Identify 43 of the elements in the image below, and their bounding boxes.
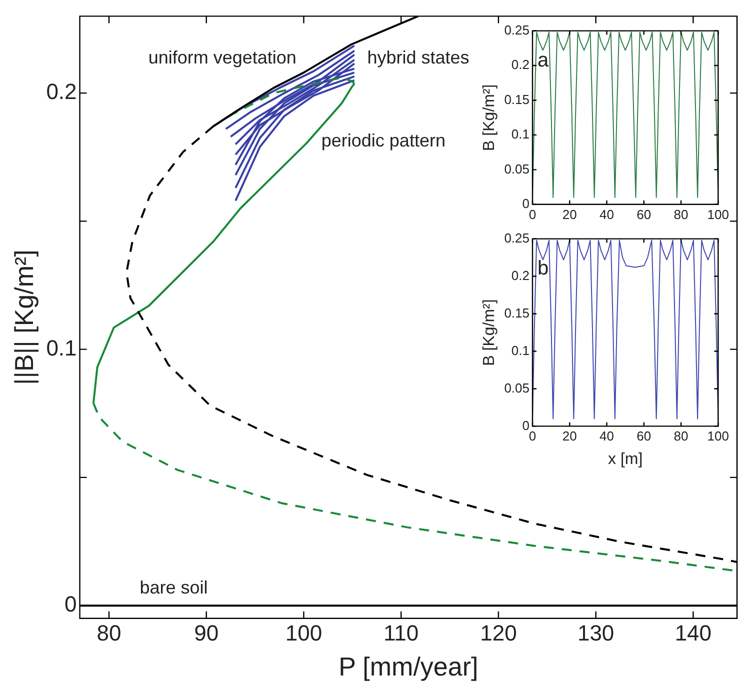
x-tick-label: 80 bbox=[674, 428, 688, 444]
x-tick-label: 140 bbox=[674, 620, 712, 646]
x-tick-label: 40 bbox=[600, 428, 614, 444]
x-tick-label: 20 bbox=[562, 206, 577, 222]
annotation: hybrid states bbox=[367, 47, 470, 68]
x-tick-label: 100 bbox=[707, 428, 730, 444]
y-tick-label: 0.2 bbox=[46, 79, 77, 104]
y-tick-label: 0.1 bbox=[511, 126, 530, 142]
x-tick-label: 40 bbox=[600, 206, 614, 222]
x-tick-label: 80 bbox=[96, 620, 122, 646]
annotation: periodic pattern bbox=[321, 130, 446, 150]
y-tick-label: 0.15 bbox=[504, 92, 530, 107]
y-tick-label: 0.25 bbox=[504, 230, 530, 246]
y-axis-title: ||B|| [Kg/m²] bbox=[8, 250, 39, 385]
x-tick-label: 110 bbox=[384, 620, 419, 646]
x-tick-label: 100 bbox=[707, 206, 730, 222]
x-tick-label: 120 bbox=[480, 620, 517, 646]
y-tick-label: 0 bbox=[522, 418, 530, 433]
y-axis-title: B [Kg/m²] bbox=[481, 299, 498, 366]
annotation: uniform vegetation bbox=[148, 47, 296, 68]
x-axis-title: P [mm/year] bbox=[338, 652, 478, 682]
y-tick-label: 0.25 bbox=[504, 22, 530, 38]
x-tick-label: 60 bbox=[636, 206, 652, 222]
y-tick-label: 0.1 bbox=[511, 342, 530, 358]
annotation: b bbox=[538, 257, 549, 280]
y-tick-label: 0.15 bbox=[504, 305, 530, 320]
y-tick-label: 0.05 bbox=[504, 161, 530, 176]
annotation: bare soil bbox=[140, 577, 208, 598]
annotation: a bbox=[538, 49, 550, 72]
y-tick-label: 0.1 bbox=[46, 335, 77, 360]
x-tick-label: 100 bbox=[285, 620, 322, 646]
x-tick-label: 130 bbox=[577, 620, 614, 646]
y-tick-label: 0 bbox=[64, 592, 77, 617]
x-tick-label: 20 bbox=[562, 428, 577, 444]
y-tick-label: 0.2 bbox=[511, 268, 530, 283]
x-tick-label: 80 bbox=[674, 206, 688, 222]
y-tick-label: 0 bbox=[522, 196, 530, 211]
x-axis-title: x [m] bbox=[608, 450, 643, 468]
y-tick-label: 0.05 bbox=[504, 380, 530, 396]
x-tick-label: 60 bbox=[636, 428, 652, 444]
y-tick-label: 0.2 bbox=[511, 57, 530, 72]
x-tick-label: 90 bbox=[194, 620, 219, 646]
y-axis-title: B [Kg/m²] bbox=[481, 84, 498, 151]
